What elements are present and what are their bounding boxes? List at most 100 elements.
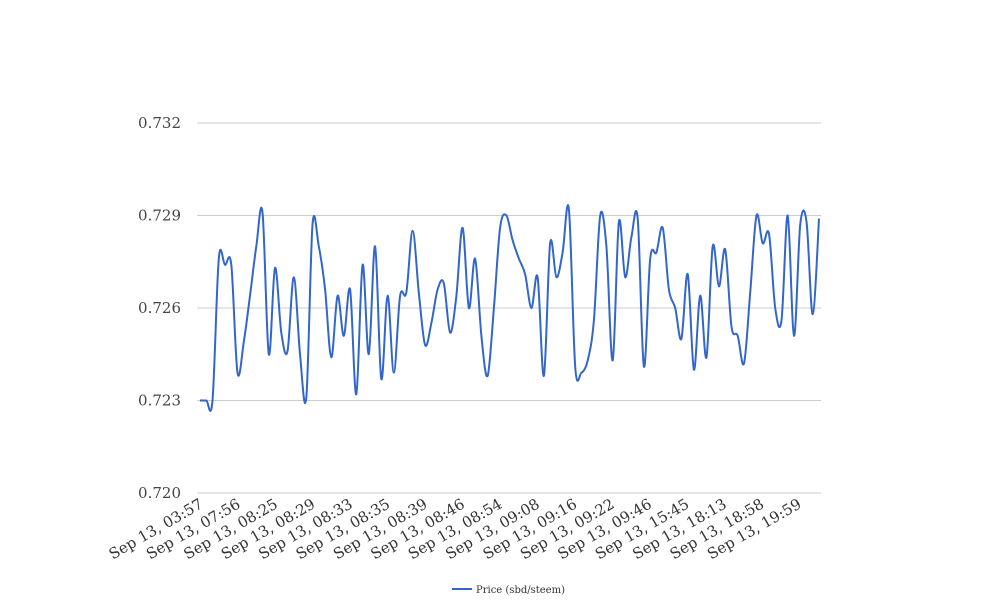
data-point[interactable]	[486, 374, 490, 378]
data-point[interactable]	[242, 340, 246, 344]
data-point[interactable]	[273, 266, 277, 270]
data-point[interactable]	[717, 284, 721, 288]
data-point[interactable]	[761, 241, 765, 245]
data-point[interactable]	[736, 334, 740, 338]
data-point[interactable]	[298, 352, 302, 356]
data-point[interactable]	[723, 247, 727, 251]
data-point[interactable]	[773, 306, 777, 310]
data-point[interactable]	[598, 214, 602, 218]
data-point[interactable]	[523, 272, 527, 276]
data-point[interactable]	[354, 392, 358, 396]
data-point[interactable]	[748, 291, 752, 295]
data-point[interactable]	[429, 321, 433, 325]
data-point[interactable]	[379, 377, 383, 381]
data-point[interactable]	[454, 294, 458, 298]
data-point[interactable]	[467, 306, 471, 310]
data-point[interactable]	[492, 306, 496, 310]
data-point[interactable]	[442, 281, 446, 285]
data-point[interactable]	[654, 251, 658, 255]
data-point[interactable]	[573, 365, 577, 369]
data-point[interactable]	[617, 220, 621, 224]
data-point[interactable]	[792, 334, 796, 338]
data-point[interactable]	[542, 374, 546, 378]
data-point[interactable]	[742, 362, 746, 366]
data-point[interactable]	[592, 318, 596, 322]
series-line-price[interactable]	[199, 204, 820, 412]
data-point[interactable]	[417, 291, 421, 295]
data-point[interactable]	[636, 217, 640, 221]
data-point[interactable]	[517, 257, 521, 261]
data-point[interactable]	[579, 371, 583, 375]
data-point[interactable]	[629, 235, 633, 239]
data-point[interactable]	[811, 312, 815, 316]
data-point[interactable]	[679, 337, 683, 341]
data-point[interactable]	[304, 395, 308, 399]
data-point[interactable]	[648, 257, 652, 261]
data-point[interactable]	[698, 294, 702, 298]
data-point[interactable]	[536, 275, 540, 279]
data-point[interactable]	[567, 207, 571, 211]
data-point[interactable]	[317, 244, 321, 248]
data-point[interactable]	[292, 275, 296, 279]
data-point[interactable]	[554, 275, 558, 279]
data-point[interactable]	[336, 294, 340, 298]
data-point[interactable]	[279, 331, 283, 335]
data-point[interactable]	[623, 275, 627, 279]
data-point[interactable]	[767, 232, 771, 236]
data-point[interactable]	[411, 229, 415, 233]
data-point[interactable]	[348, 288, 352, 292]
data-point[interactable]	[261, 210, 265, 214]
data-point[interactable]	[392, 371, 396, 375]
data-point[interactable]	[498, 226, 502, 230]
data-point[interactable]	[373, 244, 377, 248]
data-point[interactable]	[786, 214, 790, 218]
data-point[interactable]	[529, 306, 533, 310]
data-point[interactable]	[311, 223, 315, 227]
data-point[interactable]	[586, 358, 590, 362]
data-point[interactable]	[448, 331, 452, 335]
data-point[interactable]	[561, 251, 565, 255]
data-point[interactable]	[798, 223, 802, 227]
chart-legend[interactable]: Price (sbd/steem)	[452, 585, 565, 596]
data-point[interactable]	[479, 334, 483, 338]
data-point[interactable]	[211, 399, 215, 403]
data-point[interactable]	[642, 365, 646, 369]
data-point[interactable]	[229, 263, 233, 267]
data-point[interactable]	[398, 294, 402, 298]
data-point[interactable]	[267, 352, 271, 356]
data-point[interactable]	[361, 263, 365, 267]
data-point[interactable]	[755, 214, 759, 218]
data-point[interactable]	[780, 318, 784, 322]
data-point[interactable]	[711, 244, 715, 248]
data-point[interactable]	[236, 371, 240, 375]
data-point[interactable]	[686, 272, 690, 276]
data-point[interactable]	[461, 226, 465, 230]
data-point[interactable]	[805, 220, 809, 224]
data-point[interactable]	[248, 294, 252, 298]
data-point[interactable]	[323, 288, 327, 292]
data-point[interactable]	[223, 263, 227, 267]
data-point[interactable]	[692, 368, 696, 372]
data-point[interactable]	[705, 355, 709, 359]
data-point[interactable]	[367, 352, 371, 356]
data-point[interactable]	[329, 355, 333, 359]
data-point[interactable]	[286, 349, 290, 353]
data-point[interactable]	[504, 214, 508, 218]
data-point[interactable]	[342, 334, 346, 338]
data-point[interactable]	[511, 238, 515, 242]
data-point[interactable]	[548, 241, 552, 245]
data-point[interactable]	[436, 288, 440, 292]
data-point[interactable]	[254, 244, 258, 248]
data-point[interactable]	[386, 294, 390, 298]
data-point[interactable]	[667, 288, 671, 292]
data-point[interactable]	[404, 291, 408, 295]
data-point[interactable]	[473, 257, 477, 261]
data-point[interactable]	[817, 217, 821, 221]
data-point[interactable]	[611, 358, 615, 362]
data-point[interactable]	[423, 343, 427, 347]
data-point[interactable]	[217, 257, 221, 261]
data-point[interactable]	[604, 244, 608, 248]
data-point[interactable]	[673, 306, 677, 310]
data-point[interactable]	[198, 399, 202, 403]
data-point[interactable]	[730, 325, 734, 329]
